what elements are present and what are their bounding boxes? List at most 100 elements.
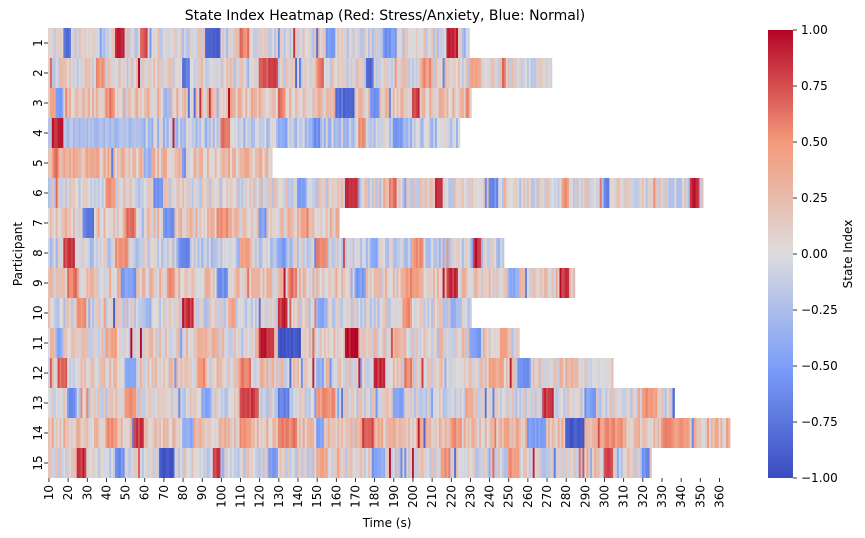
heatmap-cell <box>417 388 421 418</box>
heatmap-cell <box>475 388 478 418</box>
heatmap-cell <box>354 88 357 118</box>
heatmap-cell <box>557 358 560 388</box>
heatmap-cell <box>394 178 398 208</box>
heatmap-cell <box>241 58 244 88</box>
heatmap-cell <box>243 388 246 418</box>
heatmap-cell <box>166 328 170 358</box>
heatmap-cell <box>680 418 683 448</box>
heatmap-cell <box>260 118 263 148</box>
heatmap-cell <box>149 148 152 178</box>
heatmap-cell <box>55 148 58 178</box>
heatmap-cell <box>532 58 535 88</box>
heatmap-cell <box>609 448 612 478</box>
heatmap-cell <box>80 238 83 268</box>
heatmap-cell <box>429 418 432 448</box>
heatmap-cell <box>92 148 95 178</box>
heatmap-cell <box>254 238 258 268</box>
heatmap-cell <box>107 238 110 268</box>
heatmap-cell <box>182 238 185 268</box>
heatmap-cell <box>101 268 104 298</box>
heatmap-cell <box>461 418 465 448</box>
heatmap-cell <box>653 388 656 418</box>
heatmap-cell <box>84 328 87 358</box>
participant-row-7 <box>48 208 340 238</box>
heatmap-cell <box>274 388 277 418</box>
heatmap-cell <box>120 148 124 178</box>
heatmap-cell <box>239 358 242 388</box>
heatmap-cell <box>308 58 311 88</box>
heatmap-cell <box>118 268 122 298</box>
heatmap-cell <box>63 238 66 268</box>
heatmap-cell <box>118 358 122 388</box>
heatmap-cell <box>383 328 386 358</box>
heatmap-cell <box>333 208 336 238</box>
heatmap-cell <box>341 388 344 418</box>
heatmap-cell <box>218 298 221 328</box>
heatmap-cell <box>331 178 334 208</box>
heatmap-cell <box>61 178 64 208</box>
heatmap-cell <box>567 268 570 298</box>
heatmap-cell <box>184 148 187 178</box>
heatmap-cell <box>431 118 434 148</box>
heatmap-cell <box>207 388 210 418</box>
heatmap-cell <box>362 328 365 358</box>
heatmap-cell <box>465 238 468 268</box>
heatmap-cell <box>172 388 175 418</box>
heatmap-cell <box>536 418 539 448</box>
heatmap-cell <box>544 268 547 298</box>
heatmap-cell <box>549 58 553 88</box>
heatmap-cell <box>343 238 346 268</box>
heatmap-cell <box>109 418 112 448</box>
heatmap-cell <box>705 418 708 448</box>
heatmap-cell <box>525 388 528 418</box>
heatmap-cell <box>172 298 175 328</box>
heatmap-cell <box>310 208 313 238</box>
x-tick-label: 40 <box>99 485 113 500</box>
heatmap-cell <box>287 268 290 298</box>
heatmap-cell <box>107 388 110 418</box>
heatmap-cell <box>214 208 217 238</box>
heatmap-cell <box>231 448 235 478</box>
heatmap-cell <box>413 28 417 58</box>
heatmap-cell <box>448 178 451 208</box>
heatmap-cell <box>172 418 175 448</box>
heatmap-cell <box>92 118 95 148</box>
heatmap-cell <box>450 358 453 388</box>
heatmap-cell <box>373 298 376 328</box>
heatmap-cell <box>360 28 363 58</box>
heatmap-cell <box>266 418 269 448</box>
heatmap-cell <box>53 238 57 268</box>
heatmap-cell <box>488 448 491 478</box>
heatmap-cell <box>101 208 104 238</box>
heatmap-cell <box>404 178 407 208</box>
heatmap-cell <box>375 388 378 418</box>
heatmap-cell <box>394 88 398 118</box>
heatmap-cell <box>111 388 114 418</box>
heatmap-cell <box>162 388 166 418</box>
heatmap-cell <box>149 298 152 328</box>
heatmap-cell <box>241 448 244 478</box>
heatmap-cell <box>130 58 133 88</box>
heatmap-cell <box>70 118 74 148</box>
heatmap-cell <box>228 388 231 418</box>
heatmap-cell <box>555 418 558 448</box>
heatmap-cell <box>367 388 371 418</box>
heatmap-cell <box>475 358 478 388</box>
heatmap-cell <box>229 148 233 178</box>
heatmap-cell <box>599 358 603 388</box>
heatmap-cell <box>505 58 509 88</box>
heatmap-cell <box>559 448 562 478</box>
heatmap-cell <box>168 58 172 88</box>
heatmap-cell <box>65 418 68 448</box>
heatmap-cell <box>118 58 122 88</box>
heatmap-cell <box>132 298 135 328</box>
heatmap-cell <box>321 88 325 118</box>
heatmap-cell <box>467 88 470 118</box>
heatmap-cell <box>459 388 463 418</box>
heatmap-cell <box>283 328 286 358</box>
heatmap-cell <box>507 328 511 358</box>
heatmap-cell <box>496 328 499 358</box>
heatmap-cell <box>134 298 137 328</box>
heatmap-cell <box>434 238 438 268</box>
heatmap-cell <box>262 238 265 268</box>
